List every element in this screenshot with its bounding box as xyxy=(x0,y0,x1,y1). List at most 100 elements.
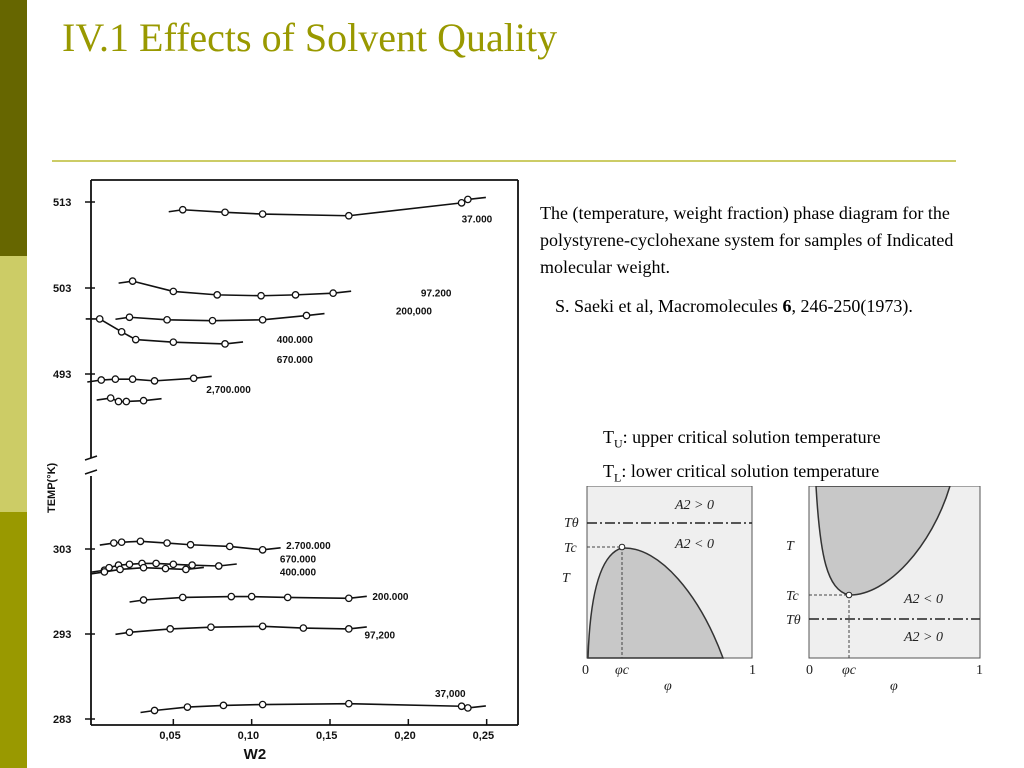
data-point xyxy=(214,562,223,570)
data-point xyxy=(136,537,145,546)
series-label: 200.000 xyxy=(372,592,409,603)
data-point xyxy=(131,335,140,344)
series-label: 2.700.000 xyxy=(286,541,331,552)
phase-diagram-plot: 513 503 493 303 293 283 0,05 0,10 0,15 0,20 0,25 TE… xyxy=(46,179,519,763)
data-point xyxy=(128,277,137,285)
series-curve xyxy=(129,595,367,603)
x-tick-label: 0,15 xyxy=(316,730,337,742)
lcst-schematic: T Tc Tθ A2 < 0 A2 > 0 0 φc 1 φ xyxy=(786,486,983,694)
data-point xyxy=(166,625,175,633)
data-point xyxy=(283,593,292,602)
data-point xyxy=(163,315,171,324)
lcst-ylabel: T xyxy=(786,539,795,554)
data-point xyxy=(152,559,160,568)
series-label: 400.000 xyxy=(277,335,314,346)
data-point xyxy=(111,375,120,384)
sidebar-band-middle xyxy=(0,256,27,512)
data-point xyxy=(125,628,134,637)
data-point xyxy=(213,291,222,299)
data-point xyxy=(188,561,196,569)
data-point xyxy=(114,397,123,406)
data-point xyxy=(169,287,178,296)
data-point xyxy=(225,542,234,551)
data-point xyxy=(257,291,265,300)
axis-break-marks xyxy=(84,455,98,475)
phase-diagram-panel xyxy=(38,168,548,768)
data-point xyxy=(125,313,134,322)
series-curve xyxy=(85,318,244,345)
data-point xyxy=(258,545,267,554)
data-point xyxy=(258,210,267,218)
data-point xyxy=(125,560,134,569)
lcst-critical-point xyxy=(845,591,853,599)
citation: S. Saeki et al, Macromolecules 6, 246-25… xyxy=(555,296,913,317)
data-point xyxy=(161,564,170,573)
definition-lcst: TL: lower critical solution temperature xyxy=(603,460,880,485)
y-tick-label: 303 xyxy=(53,544,71,556)
sidebar-band-bottom xyxy=(0,512,27,768)
data-point xyxy=(247,592,256,601)
x-tick-label: 0,05 xyxy=(159,730,180,742)
definitions: TU: upper critical solution temperature … xyxy=(603,424,881,491)
ucst-critical-point xyxy=(618,543,626,551)
lcst-region-label-negative: A2 < 0 xyxy=(903,592,943,607)
lcst-xlabel: φ xyxy=(890,679,898,694)
sidebar-stripe xyxy=(0,0,27,768)
series-label: 670.000 xyxy=(280,555,317,566)
figure-description: The (temperature, weight fraction) phase… xyxy=(540,203,954,277)
data-point xyxy=(186,540,195,549)
lcst-region-label-positive: A2 > 0 xyxy=(903,630,943,645)
lcst-xmark-1: 1 xyxy=(976,663,983,678)
data-point xyxy=(258,315,267,324)
data-point xyxy=(207,623,215,632)
data-point xyxy=(258,622,267,631)
data-point xyxy=(139,396,148,405)
data-point xyxy=(464,195,472,204)
data-point xyxy=(100,568,109,576)
data-point xyxy=(182,565,190,574)
data-point xyxy=(457,702,466,711)
x-tick-label: 0,20 xyxy=(394,730,415,742)
x-tick-label: 0,10 xyxy=(238,730,259,742)
data-point xyxy=(221,208,229,217)
data-point xyxy=(464,704,472,712)
data-point xyxy=(344,594,353,603)
ucst-xmark-0: 0 xyxy=(582,663,589,678)
ucst-region-label-negative: A2 < 0 xyxy=(674,537,714,552)
data-point xyxy=(128,375,137,384)
data-point xyxy=(219,701,228,710)
data-point xyxy=(208,316,217,325)
citation-authors: S. Saeki et al, Macromolecules xyxy=(555,296,783,316)
ucst-ylabel: T xyxy=(562,571,571,586)
ucst-xmark-1: 1 xyxy=(749,663,756,678)
y-tick-label: 513 xyxy=(53,197,71,209)
lcst-ymark-theta: Tθ xyxy=(786,613,801,628)
data-point xyxy=(299,624,308,632)
ucst-region-label-positive: A2 > 0 xyxy=(674,498,714,513)
data-point xyxy=(169,338,178,347)
slide-title: IV.1 Effects of Solvent Quality xyxy=(62,15,558,60)
lcst-xmark-0: 0 xyxy=(806,663,813,678)
data-point xyxy=(183,703,192,711)
citation-pages: , 246-250(1973). xyxy=(791,296,913,316)
series-curve xyxy=(115,625,367,636)
series-curve xyxy=(168,196,486,217)
series-label: 97,200 xyxy=(365,630,396,641)
data-point xyxy=(221,340,229,348)
data-point xyxy=(150,377,159,385)
data-point xyxy=(117,538,126,547)
series-label: 670.000 xyxy=(277,355,314,366)
series-label: 37.000 xyxy=(462,215,493,226)
data-point xyxy=(258,700,267,709)
series-label: 2,700.000 xyxy=(206,385,251,396)
ucst-schematic: Tθ Tc T A2 > 0 A2 < 0 0 φc 1 φ xyxy=(562,486,756,694)
data-point xyxy=(97,376,106,384)
data-point xyxy=(109,539,118,547)
data-point xyxy=(178,593,187,602)
data-point xyxy=(178,205,187,214)
data-point xyxy=(106,394,115,402)
definition-ucst: TU: upper critical solution temperature xyxy=(603,427,881,451)
sidebar-band-top xyxy=(0,0,27,256)
y-tick-label: 293 xyxy=(53,629,71,641)
data-point xyxy=(457,199,466,207)
